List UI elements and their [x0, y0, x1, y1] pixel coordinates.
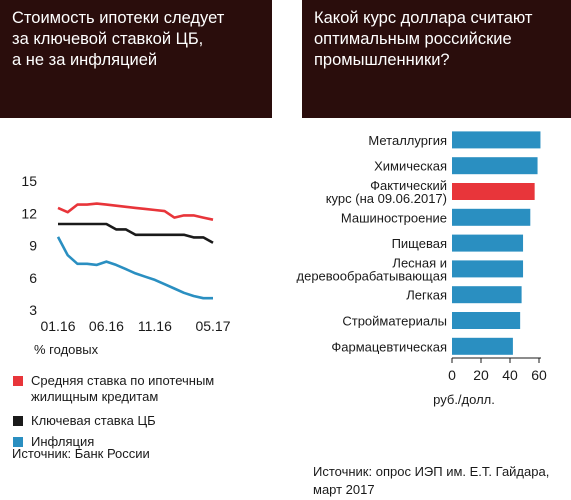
bar-category-label-0: Металлургия [368, 133, 447, 148]
bar-5 [452, 260, 524, 278]
right-chart-header: Какой курс доллара считают оптимальным р… [302, 0, 571, 118]
bar-x-tick-label-0: 0 [448, 367, 456, 383]
y-tick-label-4: 15 [21, 173, 37, 189]
bar-3 [452, 208, 531, 226]
y-tick-label-1: 6 [29, 270, 37, 286]
legend-label-0: Средняя ставка по ипотечным жилищным кред… [31, 373, 214, 404]
y-tick-label-3: 12 [21, 205, 37, 221]
legend-label-2: Инфляция [31, 434, 94, 449]
y-axis-unit-label: % годовых [34, 342, 99, 357]
bar-category-label-5: Лесная и деревообрабатывающая [297, 255, 448, 283]
bar-category-label-7: Стройматериалы [342, 314, 447, 329]
x-tick-label-0: 01.16 [40, 318, 75, 334]
x-tick-label-3: 05.17 [195, 318, 230, 334]
bar-8 [452, 337, 513, 355]
right-chart-title: Какой курс доллара считают оптимальным р… [314, 9, 533, 69]
bar-1 [452, 157, 538, 175]
bar-7 [452, 312, 521, 329]
legend-swatch-0 [13, 376, 23, 386]
right-chart-source: Источник: опрос ИЭП им. Е.Т. Гайдара, ма… [313, 464, 550, 497]
bar-2 [452, 183, 535, 200]
bar-4 [452, 234, 524, 252]
bar-6 [452, 286, 522, 304]
legend-label-1: Ключевая ставка ЦБ [31, 413, 156, 428]
x-tick-label-1: 06.16 [89, 318, 124, 334]
bar-category-label-1: Химическая [374, 159, 447, 174]
bar-x-axis-unit-label: руб./долл. [433, 392, 495, 407]
left-chart-header: Стоимость ипотеки следует за ключевой ст… [0, 0, 272, 118]
bar-category-label-2: Фактический курс (на 09.06.2017) [326, 178, 447, 206]
bar-category-label-3: Машиностроение [341, 210, 447, 225]
y-tick-label-2: 9 [29, 238, 37, 254]
series-line-0 [57, 202, 214, 221]
legend-swatch-1 [13, 416, 23, 426]
bar-x-tick-label-3: 60 [531, 367, 547, 383]
y-tick-label-0: 3 [29, 302, 37, 318]
bar-x-tick-label-2: 40 [502, 367, 518, 383]
series-line-2 [56, 236, 213, 300]
bar-0 [452, 131, 541, 149]
left-chart-title: Стоимость ипотеки следует за ключевой ст… [12, 9, 225, 69]
bar-category-label-6: Легкая [406, 288, 447, 303]
legend-swatch-2 [13, 437, 23, 447]
series-line-1 [58, 222, 214, 244]
bar-category-label-4: Пищевая [392, 236, 447, 251]
bar-x-tick-label-1: 20 [473, 367, 489, 383]
bar-category-label-8: Фармацевтическая [331, 339, 447, 354]
x-tick-label-2: 11.16 [138, 318, 172, 334]
left-chart-source: Источник: Банк России [12, 446, 150, 461]
